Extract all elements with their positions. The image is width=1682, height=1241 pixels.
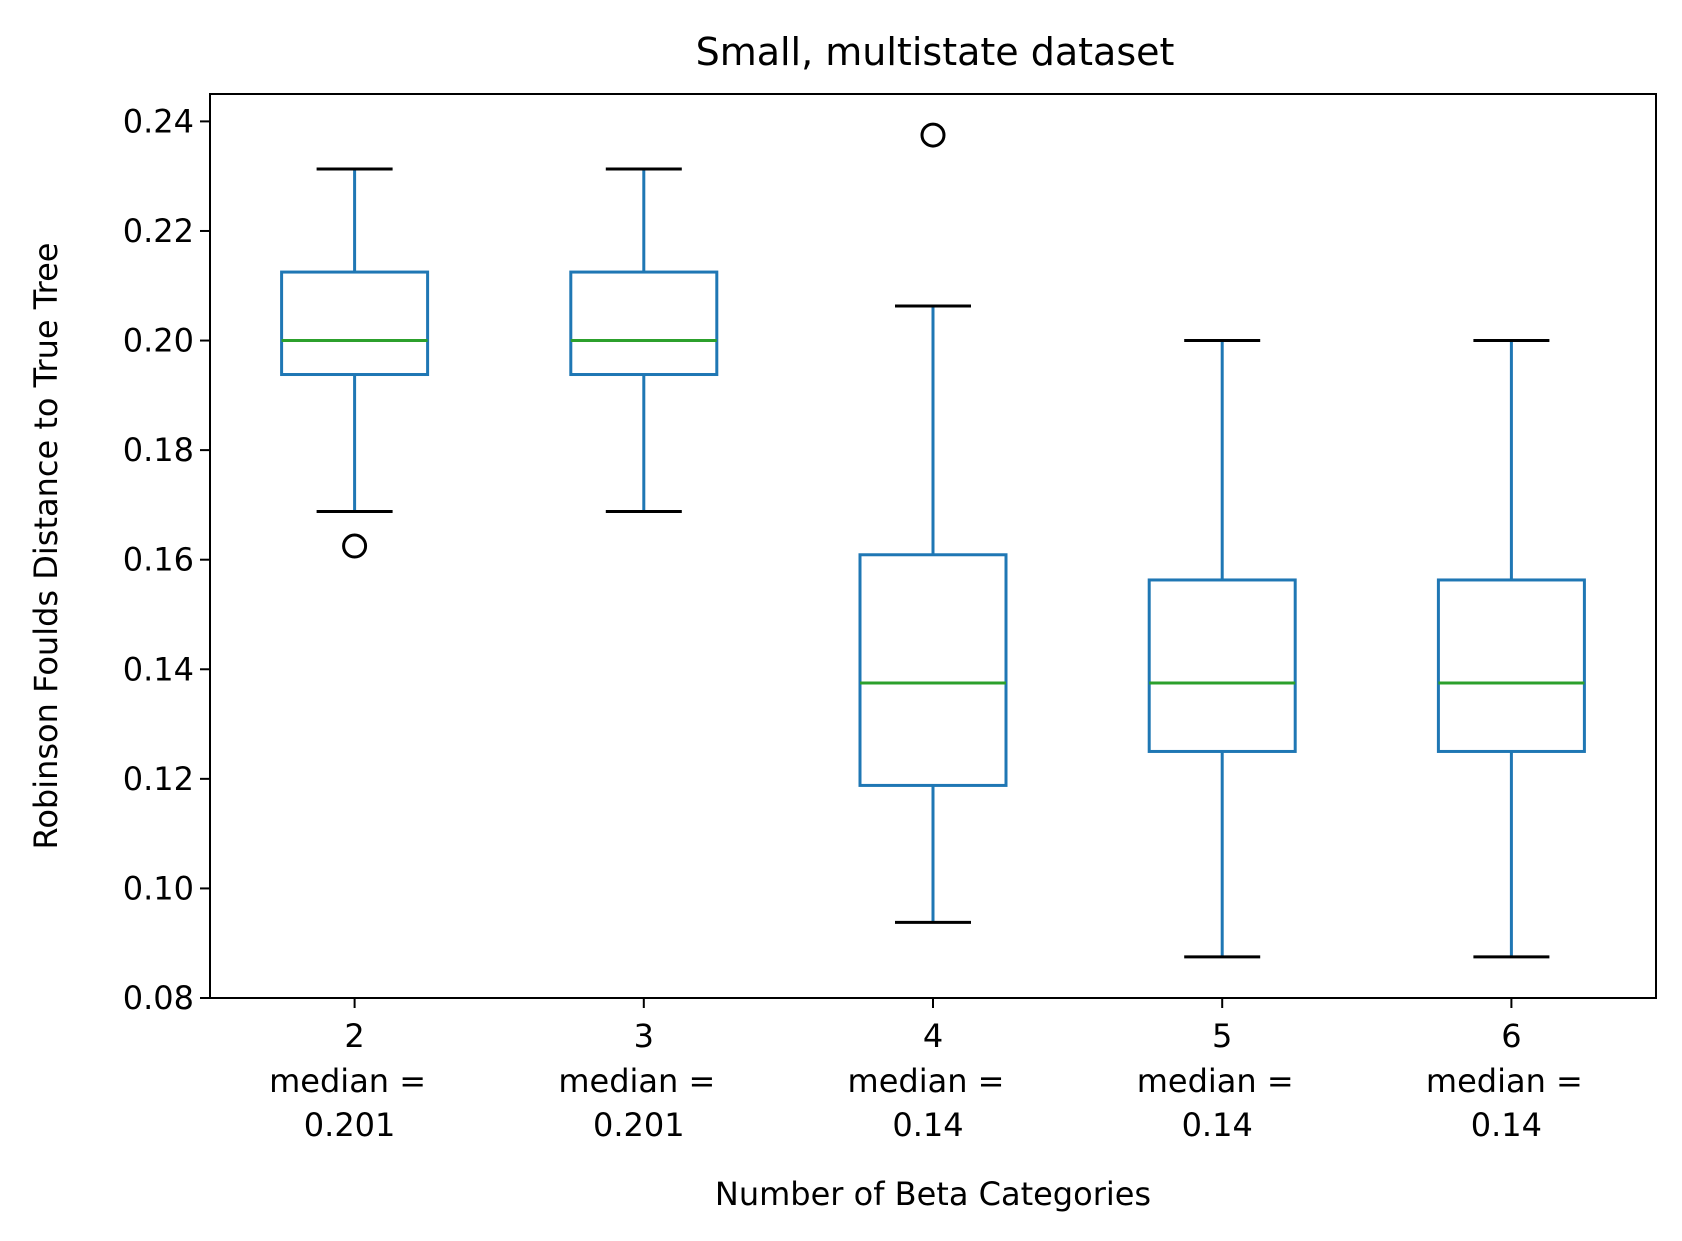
y-tick-label: 0.14 xyxy=(123,650,194,688)
x-tick-median-value: 0.14 xyxy=(1471,1106,1542,1144)
y-tick-label: 0.10 xyxy=(123,869,194,907)
x-tick-label: 4 xyxy=(923,1017,943,1055)
x-tick-median-text: median = xyxy=(558,1062,715,1100)
box-5 xyxy=(1147,339,1297,959)
y-tick-label: 0.20 xyxy=(123,322,194,360)
x-axis-label: Number of Beta Categories xyxy=(715,1175,1151,1213)
y-tick-label: 0.12 xyxy=(123,760,194,798)
x-tick-label: 2 xyxy=(344,1017,364,1055)
iqr-box xyxy=(569,270,719,377)
plot-area xyxy=(280,122,1586,959)
box-6 xyxy=(1436,339,1586,959)
x-tick-median-text: median = xyxy=(1137,1062,1294,1100)
outlier-point xyxy=(342,533,368,559)
x-tick-median-text: median = xyxy=(848,1062,1005,1100)
x-tick-median-text: median = xyxy=(269,1062,426,1100)
iqr-box xyxy=(280,270,430,377)
iqr-box xyxy=(1436,578,1586,753)
y-tick-label: 0.08 xyxy=(123,979,194,1017)
iqr-box xyxy=(858,553,1008,787)
x-tick-median-value: 0.14 xyxy=(892,1106,963,1144)
x-tick-median-value: 0.201 xyxy=(304,1106,396,1144)
y-axis: 0.08 0.10 0.12 0.14 0.16 0.18 0.20 0.22 0.24 xyxy=(123,102,210,1017)
iqr-box xyxy=(1147,578,1297,753)
y-axis-label: Robinson Foulds Distance to True Tree xyxy=(27,243,65,850)
chart-title: Small, multistate dataset xyxy=(696,30,1175,74)
y-tick-label: 0.16 xyxy=(123,541,194,579)
y-tick-label: 0.24 xyxy=(123,102,194,140)
x-tick-median-value: 0.14 xyxy=(1182,1106,1253,1144)
x-axis: 2 median = 0.201 3 median = 0.201 4 median = 0.1… xyxy=(269,998,1583,1144)
x-tick-median-text: median = xyxy=(1426,1062,1583,1100)
box-2 xyxy=(280,167,430,559)
x-tick-label: 6 xyxy=(1501,1017,1521,1055)
box-4 xyxy=(858,122,1008,924)
box-3 xyxy=(569,167,719,513)
y-tick-label: 0.22 xyxy=(123,212,194,250)
outlier-point xyxy=(920,122,946,148)
x-tick-label: 5 xyxy=(1212,1017,1232,1055)
x-tick-median-value: 0.201 xyxy=(593,1106,685,1144)
x-tick-label: 3 xyxy=(634,1017,654,1055)
y-tick-label: 0.18 xyxy=(123,431,194,469)
